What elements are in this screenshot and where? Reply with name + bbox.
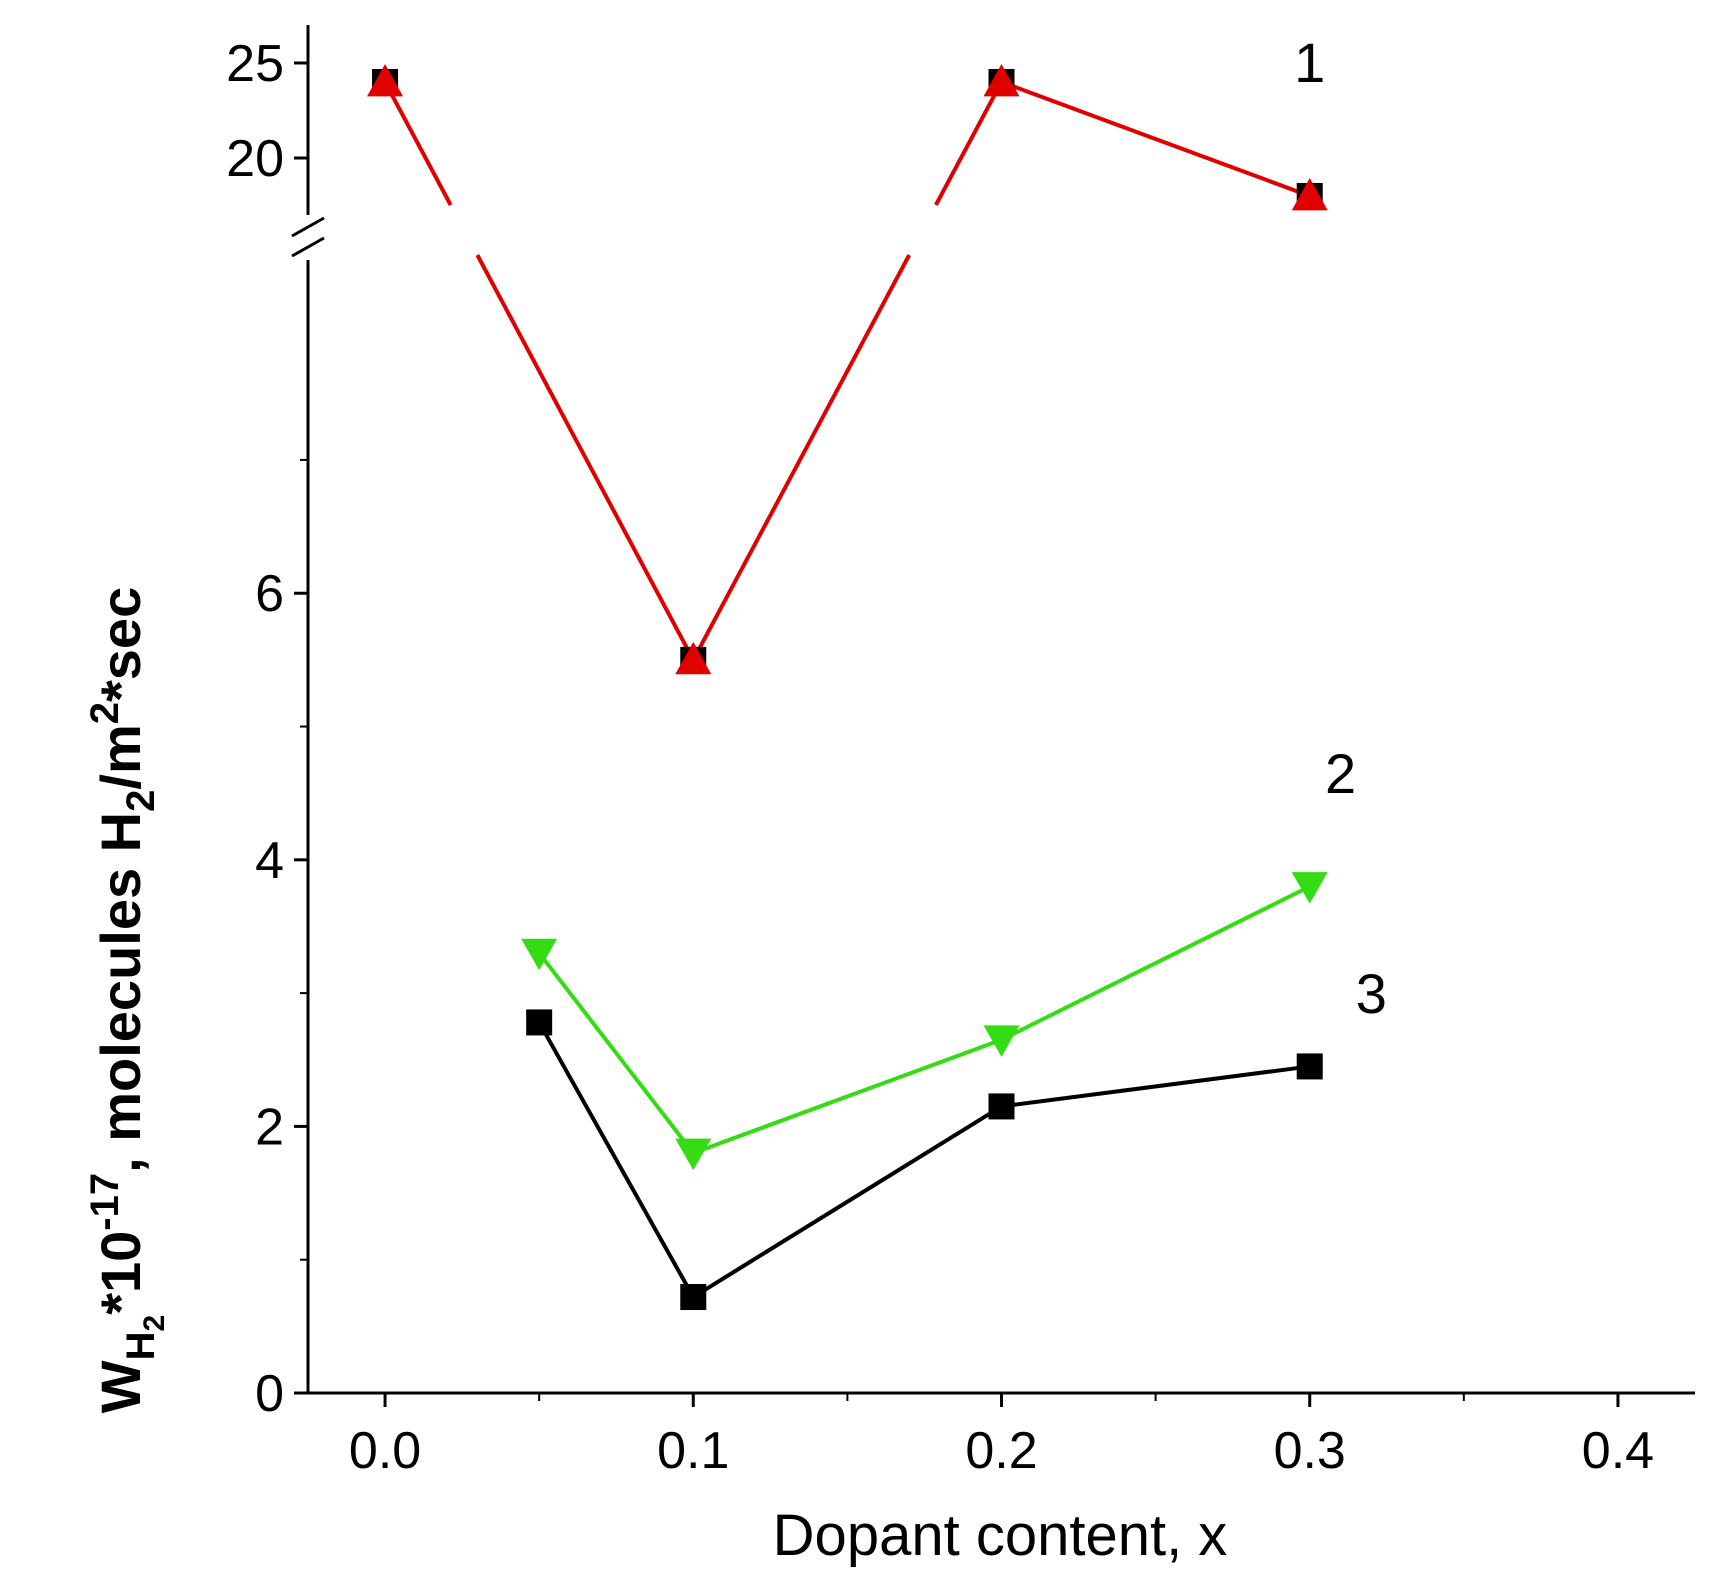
- series-1-line: [475, 254, 696, 661]
- y-label-w-sub: H: [119, 1331, 163, 1360]
- y-axis-title: WH2*10-17, molecules H2/m2*sec: [83, 587, 171, 1413]
- y-label-unit-sup: 2: [83, 702, 127, 724]
- y-tick-label: 2: [255, 1098, 284, 1156]
- y-tick-label: 25: [226, 35, 284, 93]
- series-label-1: 1: [1294, 31, 1325, 94]
- y-label-unit-b: /m: [89, 724, 152, 789]
- series-3-line: [1001, 1064, 1310, 1109]
- y-label-exp: -17: [83, 1173, 127, 1231]
- series-3-line: [692, 1104, 1003, 1299]
- series-3-line: [537, 1021, 696, 1299]
- series-layer: [367, 64, 1328, 1311]
- series-1-line: [383, 81, 453, 206]
- labels-layer: 1 2 3: [1294, 31, 1387, 1025]
- series-3-point: [1296, 1053, 1323, 1080]
- series-2-point: [675, 1138, 712, 1171]
- series-label-3: 3: [1356, 962, 1387, 1025]
- series-1-line: [691, 254, 911, 661]
- series-3-point: [988, 1093, 1015, 1120]
- y-label-w: W: [89, 1360, 152, 1413]
- series-1-line: [1000, 80, 1311, 198]
- series-1-point: [367, 64, 404, 97]
- series-1-point: [983, 64, 1020, 97]
- x-tick-label: 0.2: [965, 1422, 1037, 1480]
- series-3-point: [680, 1284, 707, 1311]
- y-label-w-subsub: 2: [138, 1315, 171, 1332]
- series-label-2: 2: [1325, 742, 1356, 805]
- x-tick-label: 0.1: [657, 1422, 729, 1480]
- y-tick-label: 6: [255, 565, 284, 623]
- x-tick-label: 0.4: [1582, 1422, 1654, 1480]
- y-tick-label: 4: [255, 832, 284, 890]
- series-1-line: [934, 81, 1004, 206]
- y-label-unit-a: , molecules H: [89, 812, 152, 1173]
- axis-break-mark: [291, 216, 325, 238]
- x-axis-title: Dopant content, x: [773, 1503, 1228, 1568]
- axes: 0.0 0.1 0.2 0.3 0.4 0 2 4 6 20 25: [226, 25, 1695, 1480]
- axis-break-mark: [291, 236, 325, 258]
- series-1-point: [1291, 178, 1328, 211]
- y-label-unit-sub: 2: [119, 790, 163, 812]
- y-label-unit-c: *sec: [89, 587, 152, 702]
- series-2-line: [692, 1037, 1003, 1155]
- series-2-point: [521, 938, 558, 971]
- y-tick-label: 20: [226, 130, 284, 188]
- series-3-point: [526, 1009, 553, 1036]
- series-1-point: [675, 641, 712, 675]
- y-tick-label: 0: [255, 1365, 284, 1423]
- x-tick-label: 0.0: [349, 1422, 421, 1480]
- y-label-mult: *10: [89, 1231, 152, 1315]
- x-tick-label: 0.3: [1274, 1422, 1346, 1480]
- series-2-point: [1291, 872, 1328, 904]
- series-2-line: [537, 951, 695, 1155]
- series-2-line: [1000, 884, 1311, 1042]
- series-2-point: [983, 1025, 1020, 1057]
